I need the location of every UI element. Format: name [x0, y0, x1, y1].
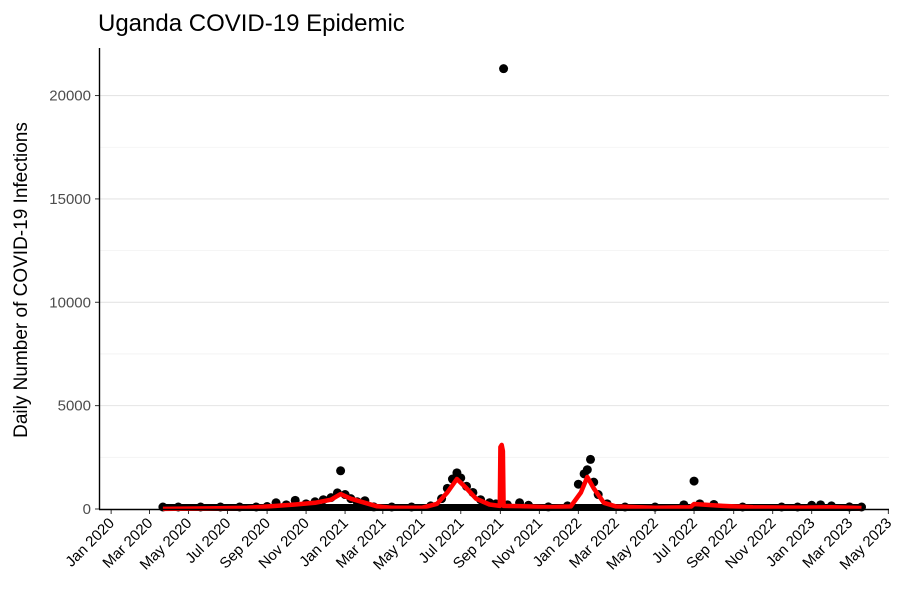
chart-title: Uganda COVID-19 Epidemic	[98, 10, 405, 37]
y-axis-title: Daily Number of COVID-19 Infections	[11, 122, 32, 438]
y-tick-label: 15000	[49, 191, 91, 208]
data-point	[689, 476, 699, 486]
data-points	[158, 64, 867, 512]
data-point	[499, 64, 509, 74]
y-tick-label: 10000	[49, 294, 91, 311]
data-point	[573, 479, 583, 489]
y-tick-label: 0	[83, 501, 91, 518]
grid	[99, 94, 889, 458]
data-point	[582, 465, 592, 475]
y-axis-title-group: Daily Number of COVID-19 Infections	[11, 122, 32, 438]
data-point	[336, 466, 346, 476]
y-ticks: 0 5000 10000 15000 20000	[49, 88, 99, 518]
y-tick-label: 20000	[49, 88, 91, 105]
data-point	[586, 454, 596, 464]
smooth-line	[162, 442, 862, 512]
smooth-line-group	[162, 442, 862, 512]
y-tick-label: 5000	[58, 398, 91, 415]
